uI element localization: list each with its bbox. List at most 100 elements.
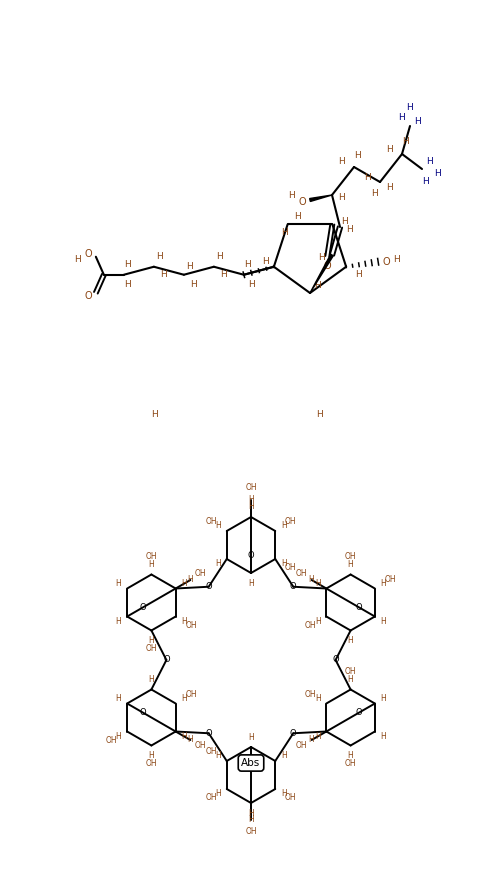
Text: H: H — [347, 636, 353, 645]
Text: O: O — [205, 582, 211, 592]
Text: H: H — [318, 253, 325, 262]
Text: OH: OH — [244, 484, 257, 493]
Text: H: H — [160, 270, 167, 279]
Text: H: H — [190, 280, 197, 290]
Text: H: H — [314, 694, 320, 703]
Text: H: H — [215, 789, 220, 798]
Text: H: H — [380, 694, 386, 703]
Text: O: O — [247, 550, 254, 560]
Text: H: H — [181, 617, 187, 626]
Text: H: H — [347, 751, 353, 760]
Text: H: H — [247, 578, 254, 587]
Text: H: H — [181, 579, 187, 588]
Text: H: H — [181, 694, 187, 703]
Text: H: H — [371, 190, 378, 199]
Text: H: H — [402, 138, 408, 147]
Text: H: H — [148, 751, 154, 760]
Text: O: O — [355, 708, 362, 717]
Text: O: O — [290, 728, 296, 738]
Text: H: H — [74, 255, 81, 264]
Text: H: H — [148, 675, 154, 684]
Text: H: H — [308, 736, 314, 744]
Text: H: H — [346, 225, 353, 235]
Text: H: H — [288, 191, 295, 200]
Text: H: H — [316, 411, 323, 419]
Text: H: H — [338, 193, 345, 202]
Text: O: O — [323, 261, 331, 271]
Text: O: O — [163, 655, 169, 665]
Text: H: H — [244, 260, 250, 269]
Text: OH: OH — [304, 621, 316, 630]
Text: H: H — [115, 694, 121, 703]
Text: H: H — [156, 253, 163, 261]
Text: H: H — [215, 560, 220, 569]
Text: H: H — [380, 617, 386, 626]
Text: H: H — [181, 732, 187, 741]
Text: H: H — [281, 789, 286, 798]
Text: O: O — [247, 760, 254, 769]
Text: H: H — [247, 816, 254, 825]
Text: H: H — [422, 177, 428, 185]
Text: H: H — [406, 103, 412, 112]
Text: OH: OH — [205, 517, 216, 526]
Text: OH: OH — [205, 794, 216, 803]
Text: H: H — [216, 253, 223, 261]
Text: H: H — [247, 733, 254, 742]
Text: O: O — [382, 257, 389, 267]
Text: H: H — [187, 576, 193, 585]
Text: H: H — [281, 522, 286, 531]
Text: O: O — [84, 291, 92, 301]
Polygon shape — [310, 254, 333, 293]
Text: H: H — [248, 280, 255, 290]
Text: H: H — [386, 145, 393, 154]
Polygon shape — [309, 195, 331, 201]
Text: H: H — [215, 522, 220, 531]
Text: OH: OH — [285, 563, 296, 572]
Text: H: H — [314, 732, 320, 741]
Text: OH: OH — [344, 552, 356, 561]
Text: H: H — [314, 281, 321, 290]
Text: O: O — [355, 603, 362, 612]
Text: H: H — [392, 255, 399, 264]
Text: H: H — [414, 117, 420, 125]
Text: H: H — [434, 170, 440, 178]
Text: OH: OH — [304, 690, 316, 699]
Text: OH: OH — [344, 667, 356, 676]
Text: OH: OH — [145, 552, 157, 561]
Text: H: H — [220, 270, 227, 279]
Text: OH: OH — [384, 575, 395, 584]
Text: H: H — [281, 560, 286, 569]
Text: H: H — [124, 280, 131, 290]
Text: OH: OH — [185, 621, 197, 630]
Text: H: H — [186, 262, 193, 271]
Text: H: H — [151, 411, 158, 419]
Text: H: H — [115, 579, 121, 588]
Text: OH: OH — [244, 827, 257, 836]
Text: O: O — [84, 249, 92, 259]
Text: OH: OH — [106, 736, 117, 745]
Text: H: H — [354, 150, 361, 160]
Text: H: H — [247, 502, 254, 511]
Text: H: H — [340, 216, 347, 226]
Text: H: H — [347, 560, 353, 569]
Text: H: H — [281, 228, 288, 237]
Text: H: H — [308, 576, 314, 585]
Text: H: H — [148, 636, 154, 645]
Text: O: O — [298, 197, 305, 207]
Text: H: H — [386, 183, 393, 192]
Text: OH: OH — [295, 570, 307, 578]
Text: H: H — [115, 732, 121, 741]
Text: H: H — [294, 212, 301, 221]
Text: OH: OH — [205, 748, 216, 757]
Text: H: H — [338, 157, 345, 167]
Text: H: H — [148, 560, 154, 569]
Text: H: H — [124, 260, 131, 269]
Text: H: H — [354, 270, 361, 279]
Text: Abs: Abs — [241, 758, 260, 768]
Text: H: H — [187, 736, 193, 744]
Text: OH: OH — [285, 517, 296, 526]
Text: OH: OH — [194, 570, 206, 578]
Text: OH: OH — [145, 644, 157, 653]
Text: H: H — [247, 495, 254, 504]
Text: H: H — [347, 675, 353, 684]
